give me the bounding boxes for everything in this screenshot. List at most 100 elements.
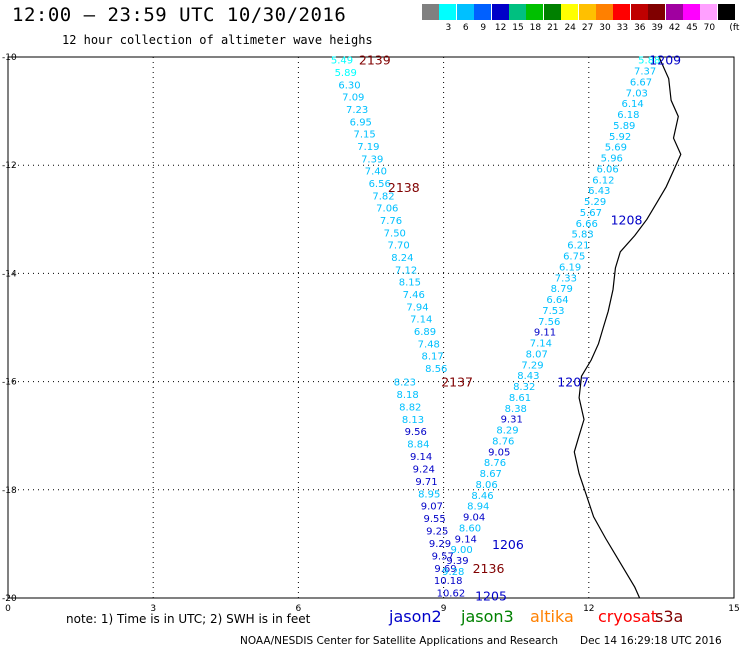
swh-value: 6.14 (621, 99, 643, 110)
satellite-jason2: jason2 (389, 607, 442, 626)
legend-swatch (613, 4, 631, 20)
legend-label: 42 (668, 23, 681, 33)
swh-value: 5.69 (605, 143, 627, 154)
satellite-s3a: s3a (655, 607, 684, 626)
legend-swatch (596, 4, 613, 20)
swh-value: 8.24 (391, 253, 413, 264)
swh-value: 9.05 (488, 447, 510, 458)
swh-value: 6.19 (559, 262, 581, 273)
legend-label: 36 (634, 23, 646, 33)
swh-value: 6.67 (630, 78, 652, 89)
swh-value: 9.25 (426, 527, 448, 538)
lat-tick-label: -18 (2, 486, 17, 496)
lat-tick-label: -10 (2, 53, 17, 63)
swh-value: 7.09 (342, 93, 364, 104)
swh-value: 7.19 (357, 142, 379, 153)
swh-value: 6.30 (338, 80, 360, 91)
legend-swatch (578, 4, 596, 20)
swh-value: 7.46 (403, 290, 425, 301)
legend-swatch (509, 4, 526, 20)
swh-value: 6.21 (567, 241, 589, 252)
swh-value: 9.07 (421, 502, 443, 513)
swh-value: 6.64 (546, 295, 568, 306)
legend-swatch (491, 4, 509, 20)
swh-value: 9.14 (410, 452, 432, 463)
legend-swatch (665, 4, 683, 20)
swh-value: 5.49 (331, 56, 353, 67)
grid-lines (8, 57, 734, 598)
swh-value: 6.18 (617, 110, 639, 121)
swh-value: 9.31 (501, 415, 523, 426)
lon-tick-label: 9 (441, 604, 447, 614)
legend-swatch (648, 4, 666, 20)
swh-value: 7.29 (521, 360, 543, 371)
legend-label: 9 (480, 23, 487, 33)
swh-value: 7.06 (376, 204, 398, 215)
lon-tick-label: 15 (728, 604, 739, 614)
swh-value: 9.55 (423, 514, 445, 525)
swh-value: 9.71 (415, 477, 437, 488)
swh-value: 9.57 (432, 551, 454, 562)
swh-value: 6.56 (369, 179, 391, 190)
swh-value: 7.50 (384, 228, 406, 239)
swh-value: 9.69 (434, 564, 456, 575)
swh-value: 8.82 (399, 402, 421, 413)
swh-value: 5.96 (601, 154, 623, 165)
swh-value: 10.18 (434, 576, 463, 587)
altimeter-tracks: 5.495.896.307.097.236.957.157.197.397.40… (331, 56, 661, 600)
legend-label: 12 (494, 23, 507, 33)
swh-value: 5.89 (335, 68, 357, 79)
satellite-altika: altika (530, 607, 574, 626)
pass-number: 1207 (557, 375, 589, 390)
swh-value: 7.40 (365, 167, 387, 178)
swh-value: 7.94 (406, 302, 428, 313)
legend-swatch (700, 4, 718, 20)
swh-value: 9.04 (463, 513, 485, 524)
swh-value: 7.76 (380, 216, 402, 227)
swh-value: 8.94 (467, 502, 489, 513)
swh-value: 8.43 (517, 371, 539, 382)
swh-value: 5.88 (638, 56, 660, 67)
map-frame (7, 56, 735, 599)
swh-value: 7.37 (634, 67, 656, 78)
lon-tick-label: 6 (296, 604, 302, 614)
swh-value: 8.29 (496, 426, 518, 437)
swh-value: 6.12 (592, 175, 614, 186)
lon-tick-label: 0 (5, 604, 11, 614)
legend-swatch (422, 4, 439, 20)
credit-line: NOAA/NESDIS Center for Satellite Applica… (240, 635, 558, 647)
legend-label: 45 (686, 23, 698, 33)
pass-number: 2139 (359, 53, 391, 68)
legend-swatch (561, 4, 579, 20)
swh-value: 5.83 (571, 230, 593, 241)
swh-value: 7.48 (418, 339, 440, 350)
lat-tick-label: -14 (2, 269, 17, 279)
lat-tick-label: -12 (2, 161, 17, 171)
swh-value: 6.75 (563, 252, 585, 263)
swh-value: 8.67 (480, 469, 502, 480)
legend-label: 30 (599, 23, 611, 33)
swh-value: 8.18 (396, 390, 418, 401)
swh-value: 7.82 (372, 191, 394, 202)
swh-value: 6.89 (414, 327, 436, 338)
swh-value: 8.76 (484, 458, 506, 469)
swh-value: 9.14 (455, 534, 477, 545)
swh-value: 7.23 (346, 105, 368, 116)
map-title: 12:00 – 23:59 UTC 10/30/2016 (12, 4, 347, 26)
legend-swatch (439, 4, 457, 20)
legend-label: 3 (445, 23, 452, 33)
swh-value: 10.62 (437, 589, 466, 600)
swh-value: 6.66 (576, 219, 598, 230)
generation-timestamp: Dec 14 16:29:18 UTC 2016 (580, 635, 722, 647)
swh-value: 7.39 (361, 154, 383, 165)
legend-label: 21 (547, 23, 559, 33)
coastline (573, 56, 682, 599)
lat-tick-label: -20 (2, 594, 17, 604)
swh-value: 8.60 (459, 523, 481, 534)
legend-swatch (474, 4, 492, 20)
swh-value: 8.61 (509, 393, 531, 404)
swh-value: 8.13 (402, 415, 424, 426)
swh-value: 8.46 (471, 491, 493, 502)
swh-value: 7.15 (353, 130, 375, 141)
pass-number: 2138 (388, 180, 420, 195)
